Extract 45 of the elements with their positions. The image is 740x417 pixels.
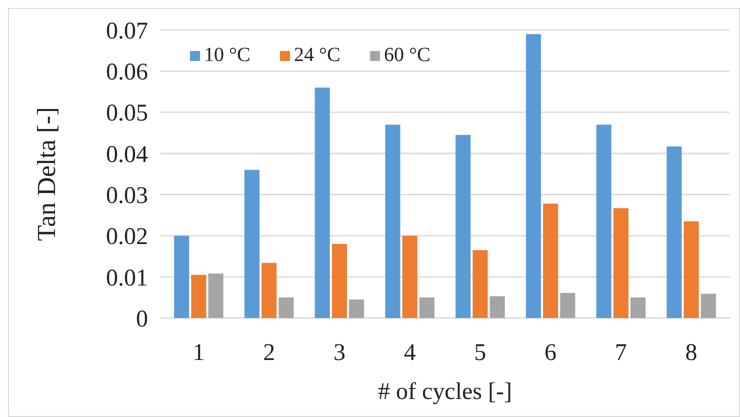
bar <box>278 297 294 318</box>
bar <box>560 292 576 318</box>
bar <box>543 204 558 318</box>
x-tick-label: 3 <box>333 340 346 366</box>
x-tick-label: 4 <box>404 340 416 366</box>
x-tick-label: 8 <box>685 340 698 366</box>
bar <box>472 250 488 318</box>
bar <box>684 221 699 318</box>
bar <box>456 134 471 318</box>
bar <box>630 297 646 318</box>
bar <box>332 244 347 318</box>
x-tick-label: 7 <box>614 340 627 366</box>
bar <box>666 146 682 318</box>
bar <box>700 294 716 318</box>
x-tick-label: 1 <box>192 340 205 366</box>
y-axis-title: Tan Delta [-] <box>32 107 61 241</box>
legend-label: 10 °C <box>204 44 250 66</box>
bar <box>314 88 330 318</box>
y-tick-label: 0.06 <box>106 60 148 86</box>
bar <box>262 262 277 318</box>
y-tick-label: 0.07 <box>106 18 148 44</box>
legend-label: 24 °C <box>294 44 340 66</box>
y-tick-label: 0.04 <box>106 142 148 168</box>
y-tick-label: 0 <box>136 306 148 332</box>
bar <box>419 297 434 318</box>
bar <box>385 124 400 318</box>
x-axis-title: # of cycles [-] <box>378 379 512 405</box>
legend-label: 60 °C <box>384 44 430 66</box>
bar <box>402 236 418 318</box>
bar <box>490 296 505 318</box>
x-tick-label: 6 <box>544 340 557 366</box>
bar <box>596 124 612 318</box>
bar <box>191 274 206 318</box>
x-tick-label: 5 <box>474 340 486 366</box>
y-tick-label: 0.01 <box>106 265 148 292</box>
bar <box>244 170 260 318</box>
bar <box>174 236 190 318</box>
y-tick-label: 0.05 <box>106 100 148 127</box>
bar <box>208 274 224 318</box>
bar <box>349 299 364 318</box>
y-tick-label: 0.02 <box>106 224 148 250</box>
bar <box>526 34 541 318</box>
x-tick-label: 2 <box>263 340 276 366</box>
y-tick-label: 0.03 <box>106 182 148 209</box>
bar <box>613 208 628 318</box>
